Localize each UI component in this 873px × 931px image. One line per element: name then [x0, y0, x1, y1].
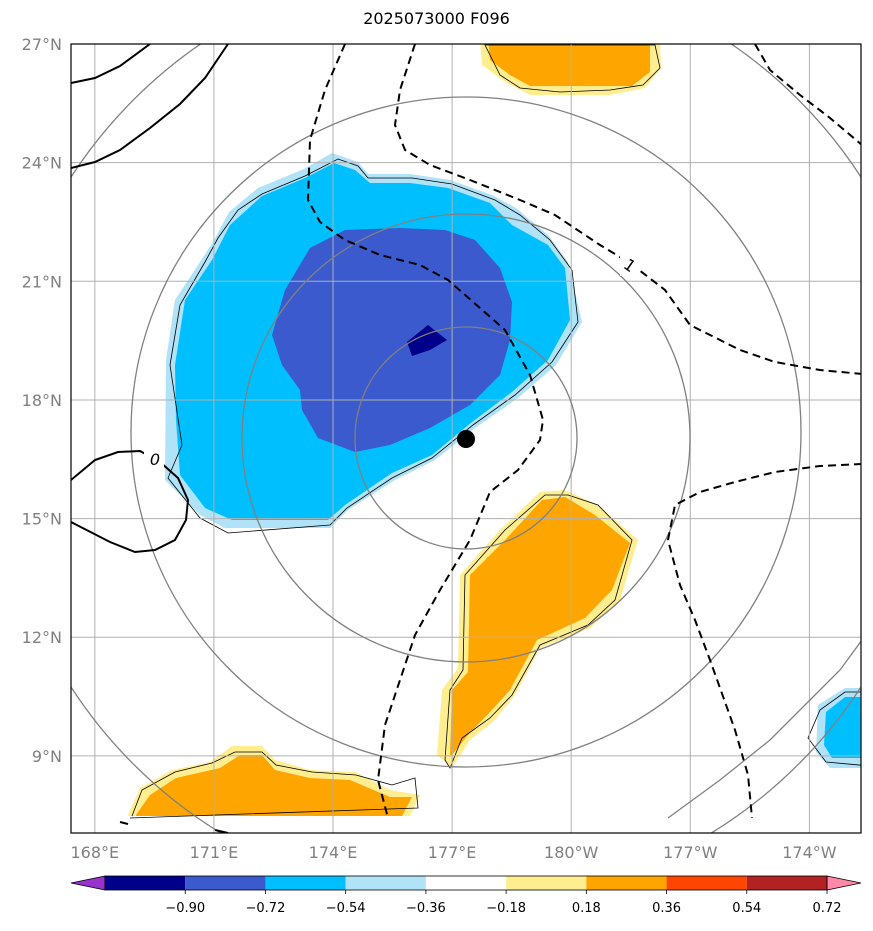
dashed-contours	[306, 44, 861, 819]
colorbar-tick-label-2: −0.54	[326, 901, 366, 916]
colorbar-tick-label-3: −0.36	[406, 901, 446, 916]
colorbar-tick-label-1: −0.72	[246, 901, 286, 916]
colorbar-bin-2	[265, 876, 346, 890]
colorbar-bin-3	[345, 876, 426, 890]
negative-region-core	[407, 325, 447, 356]
colorbar-bin-4	[425, 876, 507, 890]
lat-tick-label-2: 21°N	[22, 272, 62, 291]
colorbar-extend-low	[70, 875, 106, 891]
lon-tick-label-5: 177°W	[663, 843, 718, 862]
colorbar-frame	[104, 875, 828, 891]
range-ring-inner	[354, 326, 578, 550]
lon-tick-label-2: 174°E	[309, 843, 358, 862]
gray-contour	[667, 640, 861, 819]
colorbar-tick-label-0: −0.90	[165, 901, 205, 916]
lon-tick-label-6: 174°W	[782, 843, 837, 862]
range-ring-middle	[241, 213, 691, 663]
solid-contours	[71, 44, 229, 833]
range-ring-outer	[130, 96, 802, 768]
colorbar-tick-label-5: 0.18	[572, 901, 601, 916]
colorbar-bin-1	[185, 876, 266, 890]
contour-label-bg-1	[620, 254, 640, 276]
map-plot-area: 0 1	[71, 44, 861, 833]
lat-tick-label-3: 18°N	[22, 391, 62, 410]
colorbar-bin-7	[666, 876, 747, 890]
lat-tick-label-5: 12°N	[22, 628, 62, 647]
anomaly-shading	[128, 44, 861, 816]
positive-region-southwest-inner	[136, 755, 412, 816]
colorbar-tick-label-6: 0.36	[652, 901, 681, 916]
colorbar-tick-label-7: 0.54	[732, 901, 761, 916]
contour-labels: 0 1	[144, 254, 640, 469]
contour-label-bg-0	[144, 447, 164, 469]
lon-tick-label-4: 180°W	[544, 843, 599, 862]
colorbar-bin-6	[586, 876, 667, 890]
colorbar-tick-label-4: −0.18	[486, 901, 526, 916]
lon-tick-label-3: 177°E	[428, 843, 477, 862]
map-title: 2025073000 F096	[363, 9, 510, 28]
colorbar-bin-5	[506, 876, 587, 890]
positive-region-central-inner	[450, 497, 630, 755]
lat-tick-label-4: 15°N	[22, 510, 62, 529]
lat-tick-label-0: 27°N	[22, 35, 62, 54]
positive-region-north-inner	[488, 44, 650, 86]
latitude-tick-labels: 27°N 24°N 21°N 18°N 15°N 12°N 9°N	[22, 35, 62, 766]
anomaly-outlines	[129, 44, 861, 819]
storm-center-marker	[457, 430, 475, 448]
plot-border	[70, 43, 862, 834]
colorbar-bin-0	[105, 876, 186, 890]
colorbar-extend-high	[826, 875, 862, 891]
colorbar: −0.90 −0.72 −0.54 −0.36 −0.18 0.18 0.36 0.54 0.7…	[70, 875, 862, 916]
colorbar-tick-label-8: 0.72	[813, 901, 842, 916]
lat-tick-label-6: 9°N	[32, 747, 62, 766]
colorbar-bin-8	[746, 876, 827, 890]
lat-tick-label-1: 24°N	[22, 154, 62, 173]
lon-tick-label-0: 168°E	[70, 843, 119, 862]
negative-region-southeast-inner	[824, 697, 861, 758]
contour-label-0: 0	[150, 450, 160, 469]
range-rings	[71, 44, 861, 833]
longitude-tick-labels: 168°E 171°E 174°E 177°E 180°W 177°W 174°W	[70, 843, 836, 862]
lon-tick-label-1: 171°E	[190, 843, 239, 862]
